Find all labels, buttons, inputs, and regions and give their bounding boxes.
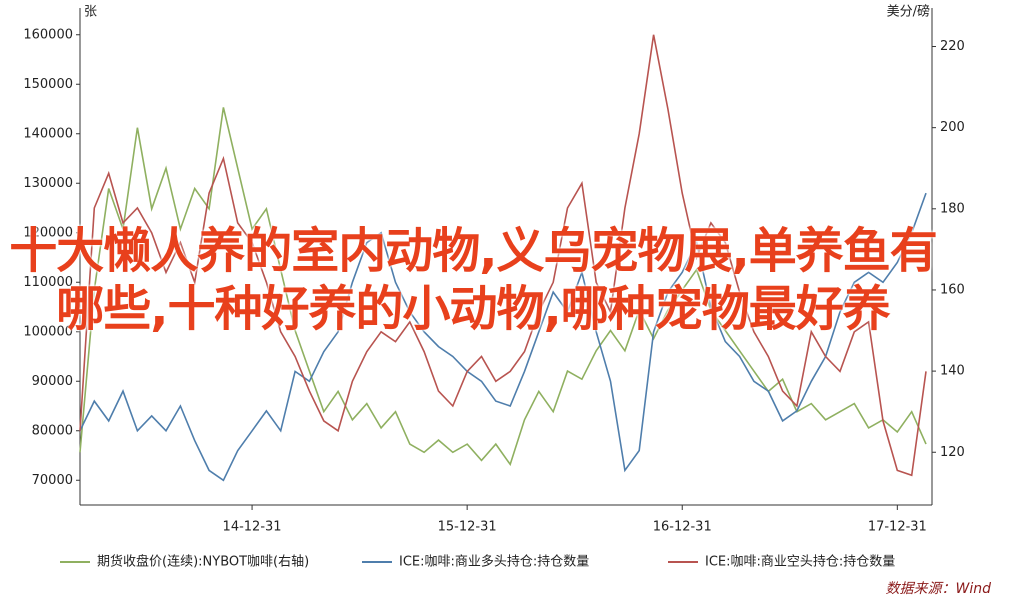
x-tick-label: 16-12-31	[653, 520, 712, 535]
y-tick-label: 70000	[32, 473, 73, 488]
x-tick-label: 15-12-31	[438, 520, 497, 535]
series-line	[79, 192, 927, 482]
y-tick-label: 110000	[23, 275, 73, 290]
legend-label: ICE:咖啡:商业空头持仓:持仓数量	[705, 555, 895, 570]
y2-unit: 美分/磅	[887, 4, 930, 20]
y-tick-label: 80000	[32, 423, 73, 438]
x-tick-label: 17-12-31	[868, 520, 927, 535]
y-tick-label: 150000	[23, 77, 73, 92]
y-tick-label: 90000	[32, 374, 73, 389]
legend-label: ICE:咖啡:商业多头持仓:持仓数量	[399, 554, 589, 570]
x-tick-label: 14-12-31	[223, 520, 282, 535]
legend-label: 期货收盘价(连续):NYBOT咖啡(右轴)	[97, 554, 309, 570]
y-tick-label: 100000	[23, 324, 73, 339]
y2-tick-label: 140	[940, 364, 965, 379]
overlay-title: 十大懒人养的室内动物,义乌宠物展,单养鱼有哪些,十种好养的小动物,哪种宠物最好养	[9, 223, 937, 337]
y2-tick-label: 200	[940, 120, 965, 135]
y-unit: 张	[84, 5, 97, 20]
y-tick-label: 160000	[23, 27, 73, 42]
y2-tick-label: 160	[940, 282, 965, 297]
y2-tick-label: 220	[940, 39, 965, 54]
y2-tick-label: 120	[940, 445, 965, 460]
y-tick-label: 140000	[23, 126, 73, 141]
series-line	[79, 34, 927, 477]
y2-tick-label: 180	[940, 201, 965, 216]
y-tick-label: 120000	[23, 225, 73, 240]
source: 数据来源：Wind	[885, 581, 992, 597]
y-tick-label: 130000	[23, 176, 73, 191]
series-line	[79, 107, 927, 467]
